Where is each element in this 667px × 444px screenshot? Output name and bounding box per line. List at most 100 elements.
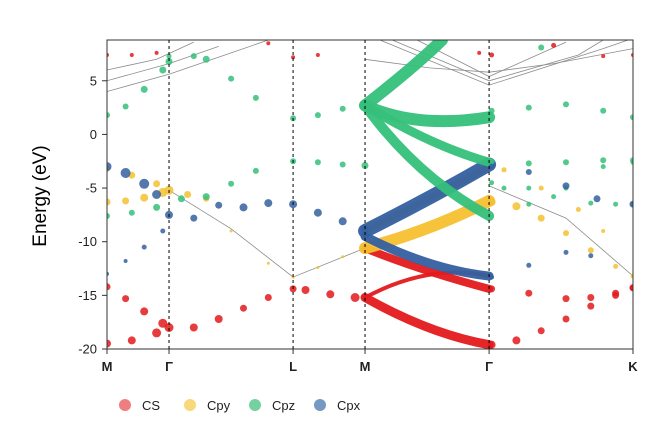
point-cs: [489, 52, 495, 58]
point-cpy: [266, 261, 270, 265]
point-cpz: [563, 159, 569, 166]
legend-label-cpz: Cpz: [272, 398, 295, 413]
point-cpy: [184, 191, 192, 198]
point-cs: [537, 327, 545, 335]
point-cs: [214, 315, 223, 323]
point-cpz: [252, 167, 259, 174]
point-cpz: [600, 157, 607, 164]
point-cs: [264, 294, 272, 301]
point-cpy: [575, 207, 581, 212]
point-cpz: [525, 160, 532, 167]
point-cpz: [252, 94, 259, 101]
band-cpz: [360, 100, 494, 167]
x-tick-label: Γ: [165, 359, 173, 374]
band-line: [168, 189, 366, 278]
point-cpz: [140, 85, 148, 93]
point-cpz: [228, 75, 235, 82]
point-cs: [601, 54, 606, 59]
point-cpz: [588, 200, 594, 206]
y-tick-label: -5: [85, 181, 97, 196]
point-cpz: [166, 53, 172, 59]
legend-label-cs: CS: [142, 398, 160, 413]
point-cpz: [525, 104, 532, 111]
y-tick-label: -10: [78, 234, 97, 249]
point-cpx: [525, 169, 532, 175]
band-line: [392, 40, 604, 82]
point-cpx: [488, 163, 495, 170]
point-cpz: [190, 53, 197, 60]
point-cpz: [339, 161, 346, 168]
point-cs: [562, 315, 570, 323]
band-lines: [107, 40, 633, 349]
point-cpz: [563, 101, 569, 108]
point-cpz: [339, 105, 346, 112]
point-cpz: [538, 44, 545, 51]
point-cpx: [215, 201, 223, 209]
point-cpx: [239, 203, 248, 212]
point-cpy: [153, 180, 161, 188]
point-cpz: [630, 159, 633, 165]
legend-label-cpx: Cpx: [337, 398, 361, 413]
point-cpz: [501, 185, 507, 191]
point-cpy: [538, 185, 544, 191]
point-cpy: [587, 247, 594, 254]
point-cpx: [338, 217, 347, 226]
point-cs: [612, 289, 620, 297]
point-cpx: [120, 168, 131, 178]
y-axis-label: Energy (eV): [30, 145, 51, 246]
point-cpz: [153, 203, 161, 211]
point-cpy: [107, 198, 111, 206]
point-cs: [315, 53, 320, 57]
point-cpy: [512, 202, 521, 211]
point-cpy: [316, 266, 320, 269]
point-cs: [587, 294, 595, 301]
point-cs: [512, 336, 521, 345]
point-cpx: [160, 228, 166, 234]
point-cpy: [122, 197, 130, 205]
point-cpx: [190, 214, 198, 222]
point-cpy: [140, 193, 149, 202]
point-cs: [129, 53, 134, 57]
point-cpz: [202, 55, 210, 63]
x-tick-label: Γ: [485, 359, 493, 374]
point-cs: [122, 295, 130, 303]
x-tick-label: M: [360, 359, 371, 374]
point-cpz: [600, 107, 607, 114]
point-cs: [152, 328, 162, 338]
plot-frame: [106, 39, 634, 350]
point-cpz: [314, 112, 321, 119]
point-cs: [127, 336, 136, 345]
band-cpx: [360, 231, 494, 281]
point-cpx: [141, 244, 147, 250]
point-cs: [551, 42, 557, 48]
point-cpx: [526, 262, 532, 268]
point-cpx: [489, 274, 495, 280]
point-cs: [562, 295, 570, 303]
point-cpz: [488, 158, 495, 165]
point-cpz: [159, 66, 167, 74]
point-cpz: [165, 58, 173, 65]
point-cs: [350, 293, 360, 302]
point-cpy: [537, 214, 545, 222]
legend-marker-cs: [119, 399, 131, 411]
point-cs: [140, 307, 149, 316]
legend-marker-cpx: [314, 399, 326, 411]
point-cs: [164, 323, 174, 332]
point-cpz: [526, 185, 532, 191]
point-cpx: [123, 259, 128, 263]
band-cpx: [358, 157, 497, 238]
point-cpy: [563, 230, 569, 237]
point-cpz: [526, 201, 532, 207]
point-cpx: [264, 199, 273, 208]
point-cs: [525, 289, 533, 297]
point-cpz: [600, 164, 606, 170]
y-tick-label: 0: [90, 127, 97, 142]
point-cpz: [177, 195, 185, 203]
point-cpx: [107, 162, 112, 172]
legend: CS Cpy Cpz Cpx: [119, 398, 361, 413]
point-cs: [477, 50, 482, 55]
point-cpy: [229, 229, 233, 233]
point-cs: [291, 55, 296, 60]
point-cs: [107, 339, 111, 348]
